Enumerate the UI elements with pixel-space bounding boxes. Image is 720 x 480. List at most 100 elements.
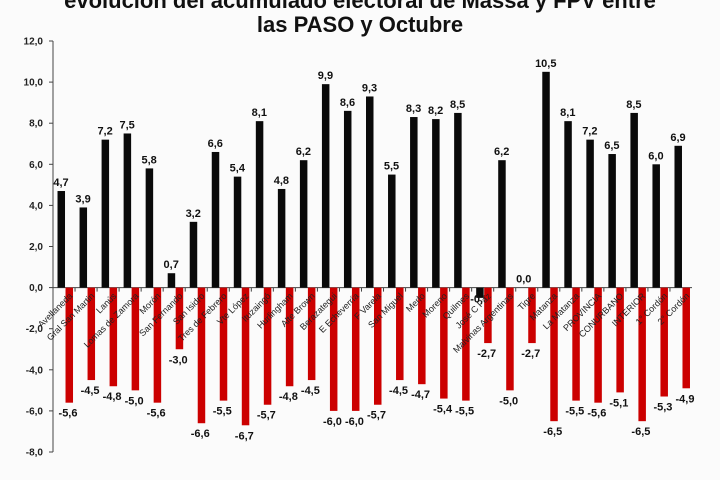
bar-series-a	[542, 71, 550, 288]
bar-series-b	[219, 287, 228, 401]
data-label-series-b: -5,1	[609, 397, 628, 409]
data-label-series-a: 5,8	[142, 154, 157, 166]
y-tick-label: -6,0	[26, 406, 44, 417]
bar-series-a	[123, 133, 132, 288]
data-label-series-a: 9,9	[318, 70, 333, 82]
data-label-series-b: -5,6	[59, 408, 78, 420]
data-label-series-b: -2,7	[521, 348, 540, 360]
data-label-series-b: -5,6	[147, 408, 166, 420]
y-tick-label: 4,0	[29, 201, 43, 212]
bar-series-a	[277, 188, 286, 288]
data-label-series-a: 6,2	[296, 146, 311, 158]
bar-series-b	[484, 287, 492, 344]
data-label-series-b: -4,5	[301, 385, 320, 397]
y-tick-label: 2,0	[29, 242, 43, 253]
bar-series-b	[396, 287, 404, 381]
data-label-series-a: 0,7	[164, 259, 179, 271]
bar-series-a	[321, 84, 330, 288]
data-label-series-b: -6,7	[235, 430, 254, 442]
data-label-series-b: -6,0	[345, 416, 364, 428]
bar-series-b	[440, 287, 448, 399]
data-label-series-b: -4,5	[81, 385, 100, 397]
y-tick-label: 8,0	[29, 119, 43, 130]
data-label-series-a: 6,9	[670, 132, 685, 144]
data-label-series-a: 9,3	[362, 82, 377, 94]
bar-series-b	[65, 287, 74, 403]
bar-series-b	[87, 287, 96, 381]
bar-series-a	[476, 287, 484, 298]
bar-series-b	[307, 287, 316, 381]
bar-series-a	[101, 139, 110, 288]
bar-series-b	[550, 287, 558, 422]
data-label-series-b: -4,5	[389, 385, 408, 397]
data-label-series-a: 6,6	[208, 138, 223, 150]
bar-series-a	[630, 112, 638, 288]
bar-series-a	[674, 145, 682, 288]
bar-series-b	[528, 287, 536, 344]
data-label-series-b: -5,0	[499, 395, 518, 407]
bar-series-a	[652, 164, 660, 288]
bar-series-b	[506, 287, 514, 391]
bar-series-b	[197, 287, 206, 424]
data-label-series-a: 7,2	[582, 126, 597, 138]
bar-series-a	[586, 139, 594, 288]
data-label-series-b: -2,7	[477, 348, 496, 360]
data-label-series-a: 3,2	[186, 208, 201, 220]
data-label-series-a: 8,5	[450, 99, 465, 111]
bar-series-a	[189, 221, 198, 288]
data-label-series-b: -4,9	[675, 393, 694, 405]
data-label-series-a: 4,7	[53, 177, 68, 189]
data-label-series-a: 6,0	[648, 150, 663, 162]
data-label-series-b: -4,7	[411, 389, 430, 401]
data-label-series-b: -5,3	[653, 402, 672, 414]
bar-series-b	[616, 287, 624, 393]
bar-series-b	[462, 287, 470, 401]
y-tick-label: -8,0	[26, 448, 44, 459]
bar-series-a	[211, 151, 220, 288]
y-tick-label: -2,0	[26, 324, 44, 335]
y-tick-label: -4,0	[26, 365, 44, 376]
chart-title-line-1: evolución del acumulado electoral de Mas…	[64, 0, 656, 13]
bar-series-b	[175, 287, 184, 350]
data-label-series-b: -5,0	[125, 395, 144, 407]
bar-series-a	[299, 160, 308, 288]
data-label-series-a: 8,2	[428, 105, 443, 117]
bar-series-b	[329, 287, 338, 411]
bar-series-a	[79, 207, 88, 288]
data-label-series-a: 8,6	[340, 97, 355, 109]
bar-series-b	[660, 287, 668, 397]
bar-series-b	[263, 287, 272, 405]
bar-series-b	[241, 287, 250, 426]
data-label-series-b: -5,7	[257, 410, 276, 422]
data-label-series-b: -5,7	[367, 410, 386, 422]
data-label-series-b: -4,8	[103, 391, 122, 403]
bar-series-a	[608, 154, 616, 288]
bar-series-b	[418, 287, 426, 385]
data-label-series-b: -6,5	[631, 426, 650, 438]
data-label-series-b: -6,6	[191, 428, 210, 440]
data-label-series-a: 6,5	[604, 140, 619, 152]
bar-series-a	[57, 191, 66, 288]
bar-series-b	[351, 287, 360, 411]
data-label-series-a: 8,3	[406, 103, 421, 115]
bar-series-a	[145, 168, 154, 288]
data-label-series-a: 8,1	[560, 107, 575, 119]
data-label-series-a: 3,9	[75, 193, 90, 205]
chart-title-line-2: las PASO y Octubre	[256, 12, 464, 37]
data-label-series-a: 5,5	[384, 161, 399, 173]
data-label-series-b: -5,6	[587, 408, 606, 420]
bar-series-a	[498, 160, 506, 288]
data-label-series-a: 6,2	[494, 146, 509, 158]
data-label-series-b: -5,5	[565, 406, 584, 418]
data-label-series-a: 7,2	[97, 126, 112, 138]
data-label-series-a: 8,1	[252, 107, 267, 119]
data-label-series-a: 4,8	[274, 175, 289, 187]
bar-series-b	[285, 287, 294, 387]
bar-series-a	[255, 121, 264, 288]
data-label-series-a: 7,5	[119, 119, 134, 131]
data-label-series-b: -5,4	[433, 404, 453, 416]
y-tick-label: 10,0	[24, 78, 44, 89]
bar-series-b	[682, 287, 690, 389]
bar-series-b	[594, 287, 602, 403]
